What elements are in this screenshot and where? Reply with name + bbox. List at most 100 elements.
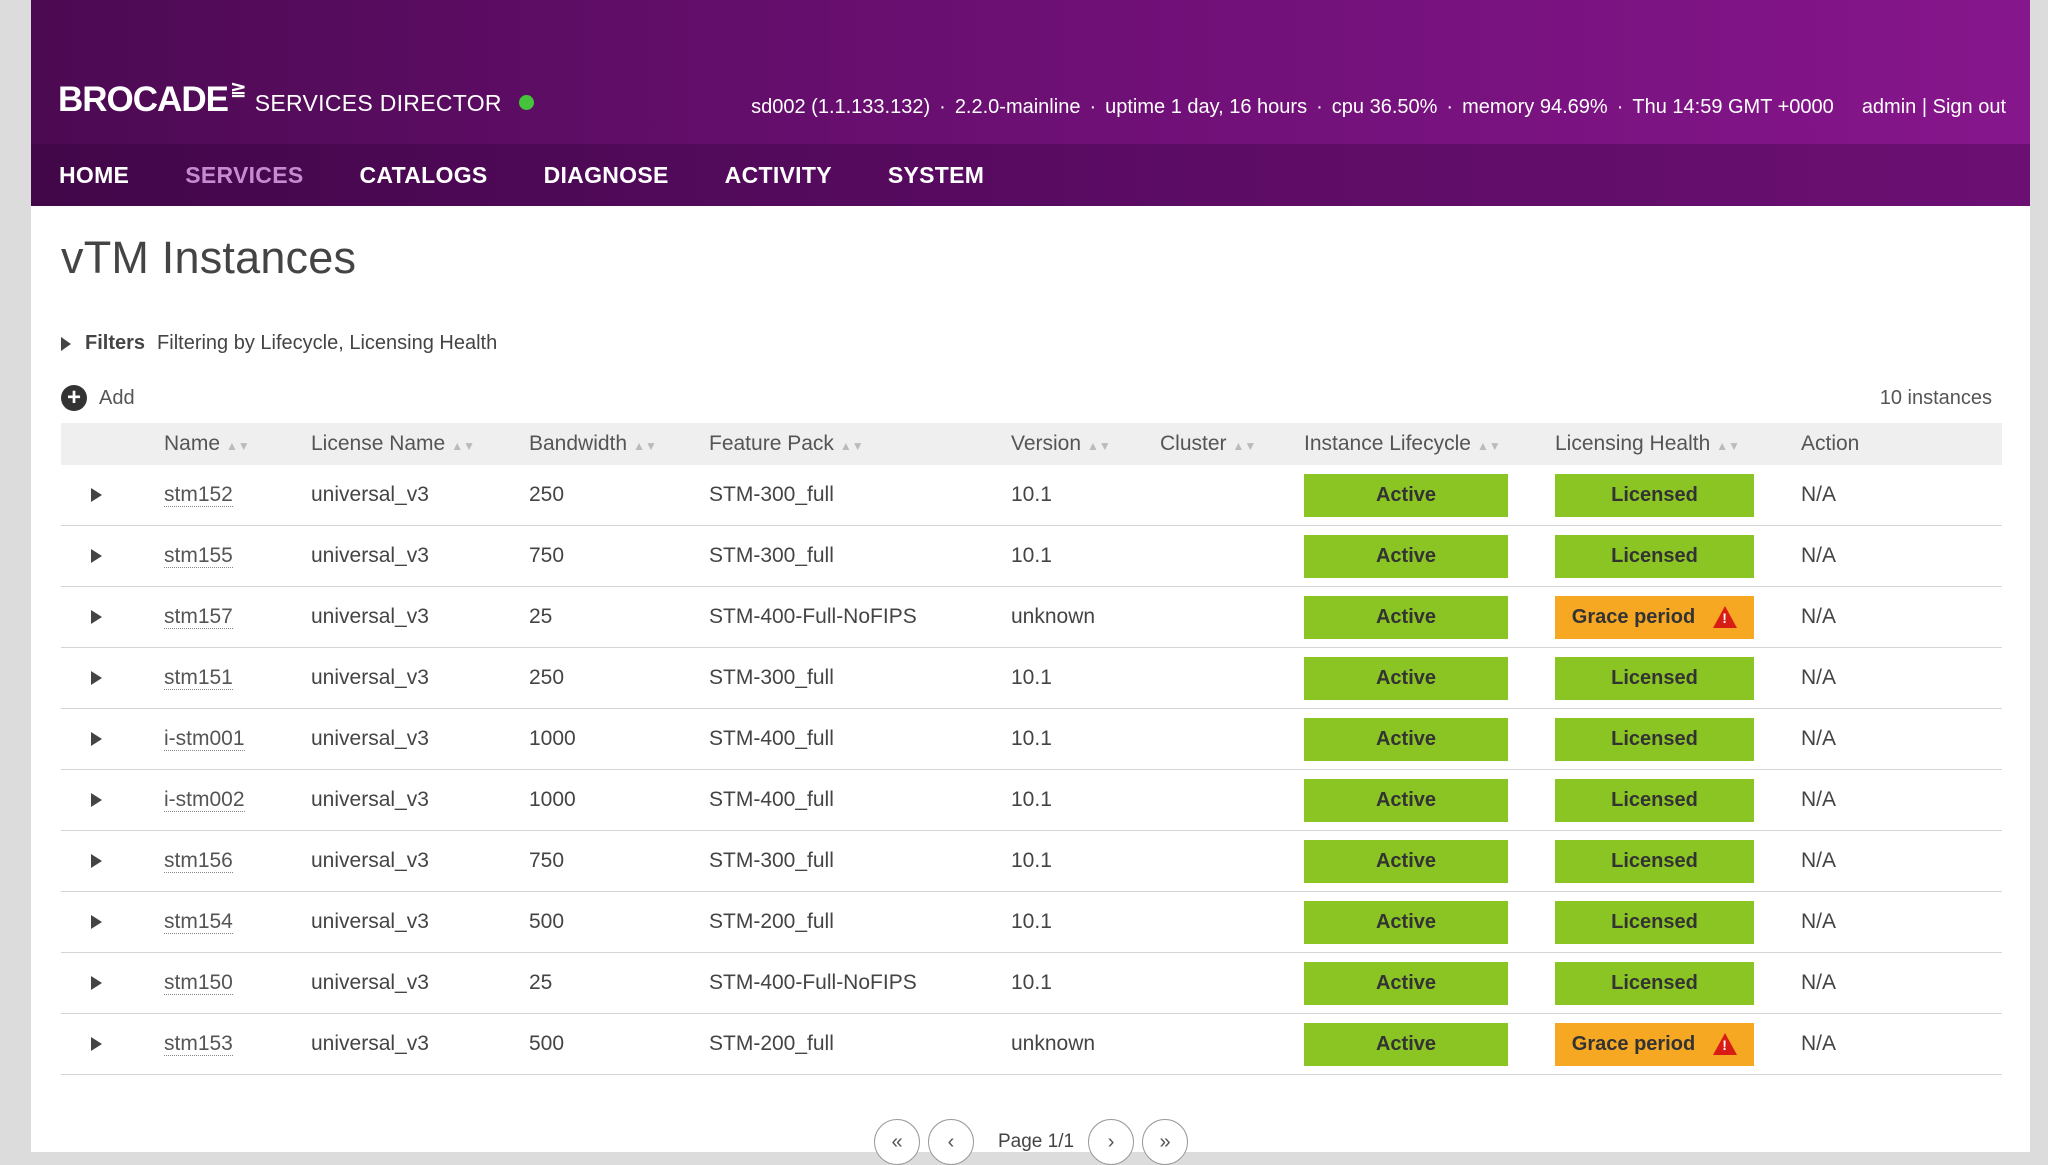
name-cell: stm150: [164, 952, 311, 1014]
licensing-health-badge: Licensed: [1555, 656, 1754, 700]
feature-pack-cell: STM-400-Full-NoFIPS: [709, 952, 1011, 1014]
expand-triangle-icon[interactable]: [91, 854, 102, 868]
nav-home[interactable]: HOME: [59, 161, 130, 188]
sign-out-link[interactable]: Sign out: [1932, 96, 2006, 118]
row-expander-cell[interactable]: [61, 647, 164, 709]
nav-activity[interactable]: ACTIVITY: [724, 161, 832, 188]
instance-name-link[interactable]: stm151: [164, 666, 233, 690]
sort-icon: ▲▼: [1716, 439, 1741, 453]
instance-name-link[interactable]: stm156: [164, 849, 233, 873]
expand-triangle-icon[interactable]: [91, 671, 102, 685]
license-cell: universal_v3: [311, 952, 529, 1014]
user-menu: admin | Sign out: [1861, 96, 2006, 118]
lifecycle-cell: Active: [1304, 647, 1555, 709]
col-action-label: Action: [1801, 432, 1860, 455]
nav-diagnose[interactable]: DIAGNOSE: [543, 161, 669, 188]
feature-pack-cell: STM-200_full: [709, 891, 1011, 953]
time-info: Thu 14:59 GMT +0000: [1632, 96, 1834, 118]
version-cell: 10.1: [1011, 465, 1160, 526]
last-page-button[interactable]: »: [1142, 1119, 1189, 1165]
row-expander-cell[interactable]: [61, 830, 164, 892]
expand-triangle-icon[interactable]: [91, 732, 102, 746]
action-cell: N/A: [1801, 708, 2002, 770]
table-row: stm155 universal_v3 750 STM-300_full 10.1 Act…: [61, 525, 2002, 587]
lifecycle-cell: Active: [1304, 891, 1555, 953]
name-cell: stm152: [164, 465, 311, 526]
expand-triangle-icon[interactable]: [91, 915, 102, 929]
sort-icon: ▲▼: [1087, 439, 1111, 453]
licensing-health-badge: Grace period: [1555, 595, 1754, 639]
user-link[interactable]: admin: [1861, 96, 1917, 118]
page-indicator: Page 1/1: [998, 1131, 1075, 1152]
table-row: stm151 universal_v3 250 STM-300_full 10.1 Act…: [61, 647, 2002, 709]
col-expander: [61, 423, 164, 465]
feature-pack-cell: STM-300_full: [709, 647, 1011, 709]
row-expander-cell[interactable]: [61, 1013, 164, 1075]
instance-name-link[interactable]: stm155: [164, 544, 233, 568]
instance-name-link[interactable]: stm154: [164, 910, 233, 934]
lifecycle-cell: Active: [1304, 769, 1555, 831]
instance-name-link[interactable]: stm150: [164, 971, 233, 995]
instance-name-link[interactable]: i-stm001: [164, 727, 245, 751]
nav-system[interactable]: SYSTEM: [887, 161, 985, 188]
row-expander-cell[interactable]: [61, 708, 164, 770]
version-cell: 10.1: [1011, 708, 1160, 770]
row-expander-cell[interactable]: [61, 952, 164, 1014]
health-label: Licensed: [1611, 971, 1698, 994]
expand-triangle-icon[interactable]: [91, 488, 102, 502]
instance-name-link[interactable]: stm157: [164, 605, 233, 629]
col-health[interactable]: Licensing Health ▲▼: [1555, 423, 1801, 465]
version-info: 2.2.0-mainline: [954, 96, 1081, 118]
host-info: sd002 (1.1.133.132): [751, 96, 931, 118]
warning-icon: [1713, 1033, 1738, 1055]
col-cluster[interactable]: Cluster ▲▼: [1160, 423, 1304, 465]
col-name[interactable]: Name ▲▼: [164, 423, 311, 465]
col-feature[interactable]: Feature Pack ▲▼: [709, 423, 1011, 465]
bandwidth-cell: 500: [529, 1013, 709, 1075]
health-label: Licensed: [1611, 544, 1698, 567]
warning-icon: [1713, 606, 1738, 628]
separator: ·: [1089, 96, 1097, 118]
row-expander-cell[interactable]: [61, 769, 164, 831]
feature-pack-cell: STM-400_full: [709, 708, 1011, 770]
instance-name-link[interactable]: stm153: [164, 1032, 233, 1056]
instance-name-link[interactable]: i-stm002: [164, 788, 245, 812]
expand-triangle-icon[interactable]: [91, 793, 102, 807]
row-expander-cell[interactable]: [61, 891, 164, 953]
first-page-button[interactable]: «: [874, 1119, 920, 1165]
row-expander-cell[interactable]: [61, 525, 164, 587]
table-row: stm152 universal_v3 250 STM-300_full 10.1 Act…: [61, 465, 2002, 526]
action-cell: N/A: [1801, 1013, 2002, 1075]
version-cell: 10.1: [1011, 830, 1160, 892]
expand-triangle-icon[interactable]: [91, 1037, 102, 1051]
table-row: i-stm002 universal_v3 1000 STM-400_full 10.1…: [61, 769, 2002, 831]
add-label: Add: [99, 386, 135, 409]
col-license[interactable]: License Name ▲▼: [311, 423, 529, 465]
row-expander-cell[interactable]: [61, 586, 164, 648]
action-cell: N/A: [1801, 586, 2002, 648]
prev-page-button[interactable]: ‹: [928, 1119, 974, 1165]
col-version[interactable]: Version ▲▼: [1011, 423, 1160, 465]
expand-triangle-icon[interactable]: [91, 976, 102, 990]
nav-catalogs[interactable]: CATALOGS: [359, 161, 488, 188]
add-button[interactable]: + Add: [61, 385, 135, 411]
expand-triangle-icon[interactable]: [91, 549, 102, 563]
cluster-cell: [1160, 708, 1304, 770]
lifecycle-badge: Active: [1304, 839, 1508, 883]
cluster-cell: [1160, 952, 1304, 1014]
license-cell: universal_v3: [311, 708, 529, 770]
col-lifecycle[interactable]: Instance Lifecycle ▲▼: [1304, 423, 1555, 465]
cluster-cell: [1160, 586, 1304, 648]
cluster-cell: [1160, 1013, 1304, 1075]
licensing-health-badge: Licensed: [1555, 839, 1754, 883]
row-expander-cell[interactable]: [61, 465, 164, 526]
nav-services[interactable]: SERVICES: [185, 161, 304, 188]
filters-toggle[interactable]: Filters Filtering by Lifecycle, Licensin…: [61, 332, 2000, 355]
col-version-label: Version: [1011, 432, 1082, 455]
col-bandwidth[interactable]: Bandwidth ▲▼: [529, 423, 709, 465]
next-page-button[interactable]: ›: [1088, 1119, 1135, 1165]
expand-triangle-icon[interactable]: [91, 610, 102, 624]
table-body: stm152 universal_v3 250 STM-300_full 10.1 Act…: [61, 465, 2002, 1075]
instance-name-link[interactable]: stm152: [164, 483, 233, 507]
bandwidth-cell: 250: [529, 465, 709, 526]
